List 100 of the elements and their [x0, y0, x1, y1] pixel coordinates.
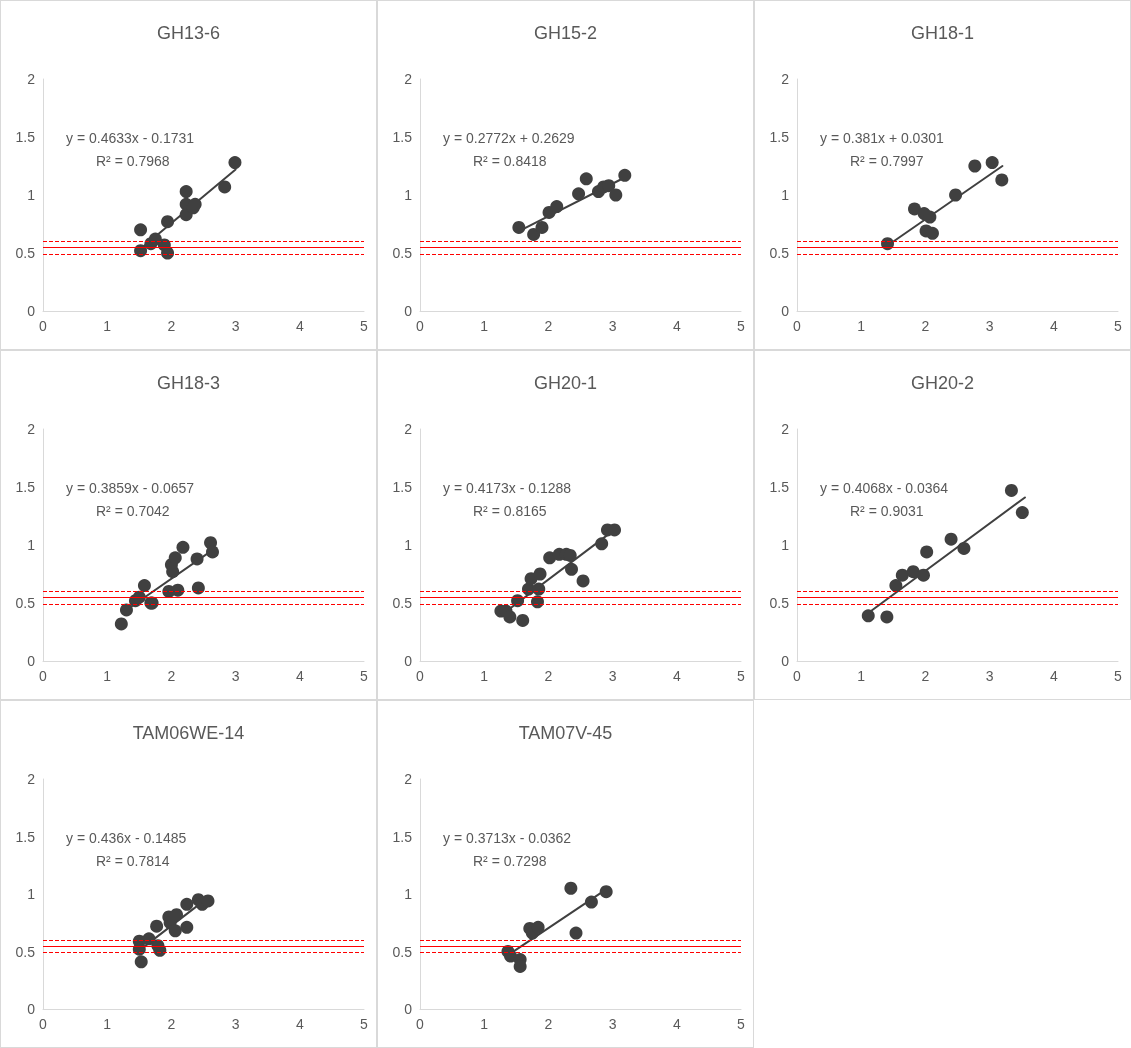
point	[906, 565, 920, 579]
y-tick-label: 2	[404, 71, 413, 87]
point	[618, 168, 632, 182]
y-tick-label: 1	[404, 886, 413, 902]
y-tick-label: 1	[27, 537, 36, 553]
point	[550, 200, 564, 214]
y-tick-label: 0	[27, 1001, 36, 1017]
point	[579, 172, 593, 186]
y-tick-label: 2	[781, 421, 790, 437]
point	[609, 188, 623, 202]
y-tick-label: 1	[404, 187, 413, 203]
x-tick-label: 1	[480, 318, 489, 334]
y-tick-label: 0.5	[15, 943, 36, 960]
x-tick-label: 0	[416, 1016, 425, 1032]
chart-title: GH20-2	[910, 373, 975, 393]
x-tick-label: 2	[544, 318, 553, 334]
point	[572, 187, 586, 201]
point	[150, 919, 164, 933]
y-tick-label: 1	[27, 886, 36, 902]
x-tick-label: 4	[295, 1016, 304, 1032]
x-tick-label: 4	[672, 1016, 681, 1032]
y-tick-label: 0.5	[392, 245, 413, 261]
point	[576, 574, 590, 588]
point	[564, 881, 578, 895]
y-tick-label: 0	[27, 303, 36, 319]
point	[535, 220, 549, 234]
y-tick-label: 1	[781, 537, 790, 553]
chart-title: TAM06WE-14	[132, 723, 245, 743]
point	[188, 197, 202, 211]
y-tick-label: 1	[781, 187, 790, 203]
y-tick-label: 2	[27, 421, 36, 437]
annotation: y = 0.381x + 0.0301	[820, 130, 944, 146]
chart-title: GH13-6	[156, 23, 221, 43]
x-tick-label: 3	[608, 1016, 617, 1032]
x-tick-label: 5	[737, 668, 746, 684]
annotation: R² = 0.8165	[473, 503, 547, 519]
y-tick-label: 2	[27, 771, 36, 787]
x-tick-label: 4	[295, 318, 304, 334]
y-tick-label: 2	[404, 421, 413, 437]
point	[985, 156, 999, 170]
x-tick-label: 3	[231, 1016, 240, 1032]
chart-title: GH18-3	[156, 373, 221, 393]
x-tick-label: 1	[480, 668, 489, 684]
y-tick-label: 1.5	[15, 828, 36, 845]
point	[920, 545, 934, 559]
x-tick-label: 5	[360, 668, 369, 684]
point	[608, 523, 622, 537]
point	[602, 179, 616, 193]
y-tick-label: 1.5	[15, 129, 36, 145]
point	[119, 603, 133, 617]
x-tick-label: 3	[985, 318, 994, 334]
x-tick-label: 0	[416, 668, 425, 684]
annotation: R² = 0.8418	[473, 153, 547, 169]
y-tick-label: 0.5	[769, 245, 790, 261]
annotation: y = 0.3859x - 0.0657	[66, 480, 195, 496]
point	[503, 610, 517, 624]
y-tick-label: 0.5	[769, 595, 790, 611]
point	[532, 582, 546, 596]
point	[569, 926, 583, 940]
point	[168, 551, 182, 565]
point	[908, 202, 921, 216]
y-tick-label: 0	[404, 303, 413, 319]
point	[880, 610, 894, 624]
y-tick-label: 2	[781, 71, 790, 87]
point	[916, 568, 930, 582]
y-tick-label: 1.5	[392, 828, 413, 845]
point	[599, 885, 613, 899]
point	[114, 617, 128, 631]
y-tick-label: 1.5	[392, 479, 413, 495]
x-tick-label: 0	[416, 318, 425, 334]
annotation: y = 0.3713x - 0.0362	[443, 830, 572, 846]
x-tick-label: 1	[103, 1016, 112, 1032]
y-tick-label: 0	[781, 303, 790, 319]
chart-title: GH18-1	[910, 23, 975, 43]
x-tick-label: 5	[360, 1016, 369, 1032]
point	[565, 562, 579, 576]
point	[949, 188, 963, 202]
point	[889, 579, 903, 593]
y-tick-label: 1.5	[15, 479, 36, 495]
x-tick-label: 0	[793, 668, 802, 684]
point	[533, 567, 547, 581]
y-tick-label: 1	[404, 537, 413, 553]
chart-title: TAM07V-45	[518, 723, 613, 743]
annotation: R² = 0.7997	[850, 153, 924, 169]
x-tick-label: 3	[231, 318, 240, 334]
point	[179, 185, 193, 199]
x-tick-label: 4	[672, 668, 681, 684]
point	[861, 609, 875, 623]
x-tick-label: 0	[39, 1016, 48, 1032]
y-tick-label: 0	[781, 653, 790, 669]
chart-title: GH20-1	[533, 373, 598, 393]
y-tick-label: 2	[404, 771, 413, 787]
point	[171, 583, 185, 597]
point	[168, 924, 182, 938]
point	[925, 226, 939, 240]
annotation: R² = 0.7968	[96, 153, 170, 169]
annotation: R² = 0.7298	[473, 853, 547, 869]
x-tick-label: 4	[1049, 668, 1058, 684]
x-tick-label: 2	[167, 668, 176, 684]
point	[995, 173, 1009, 187]
